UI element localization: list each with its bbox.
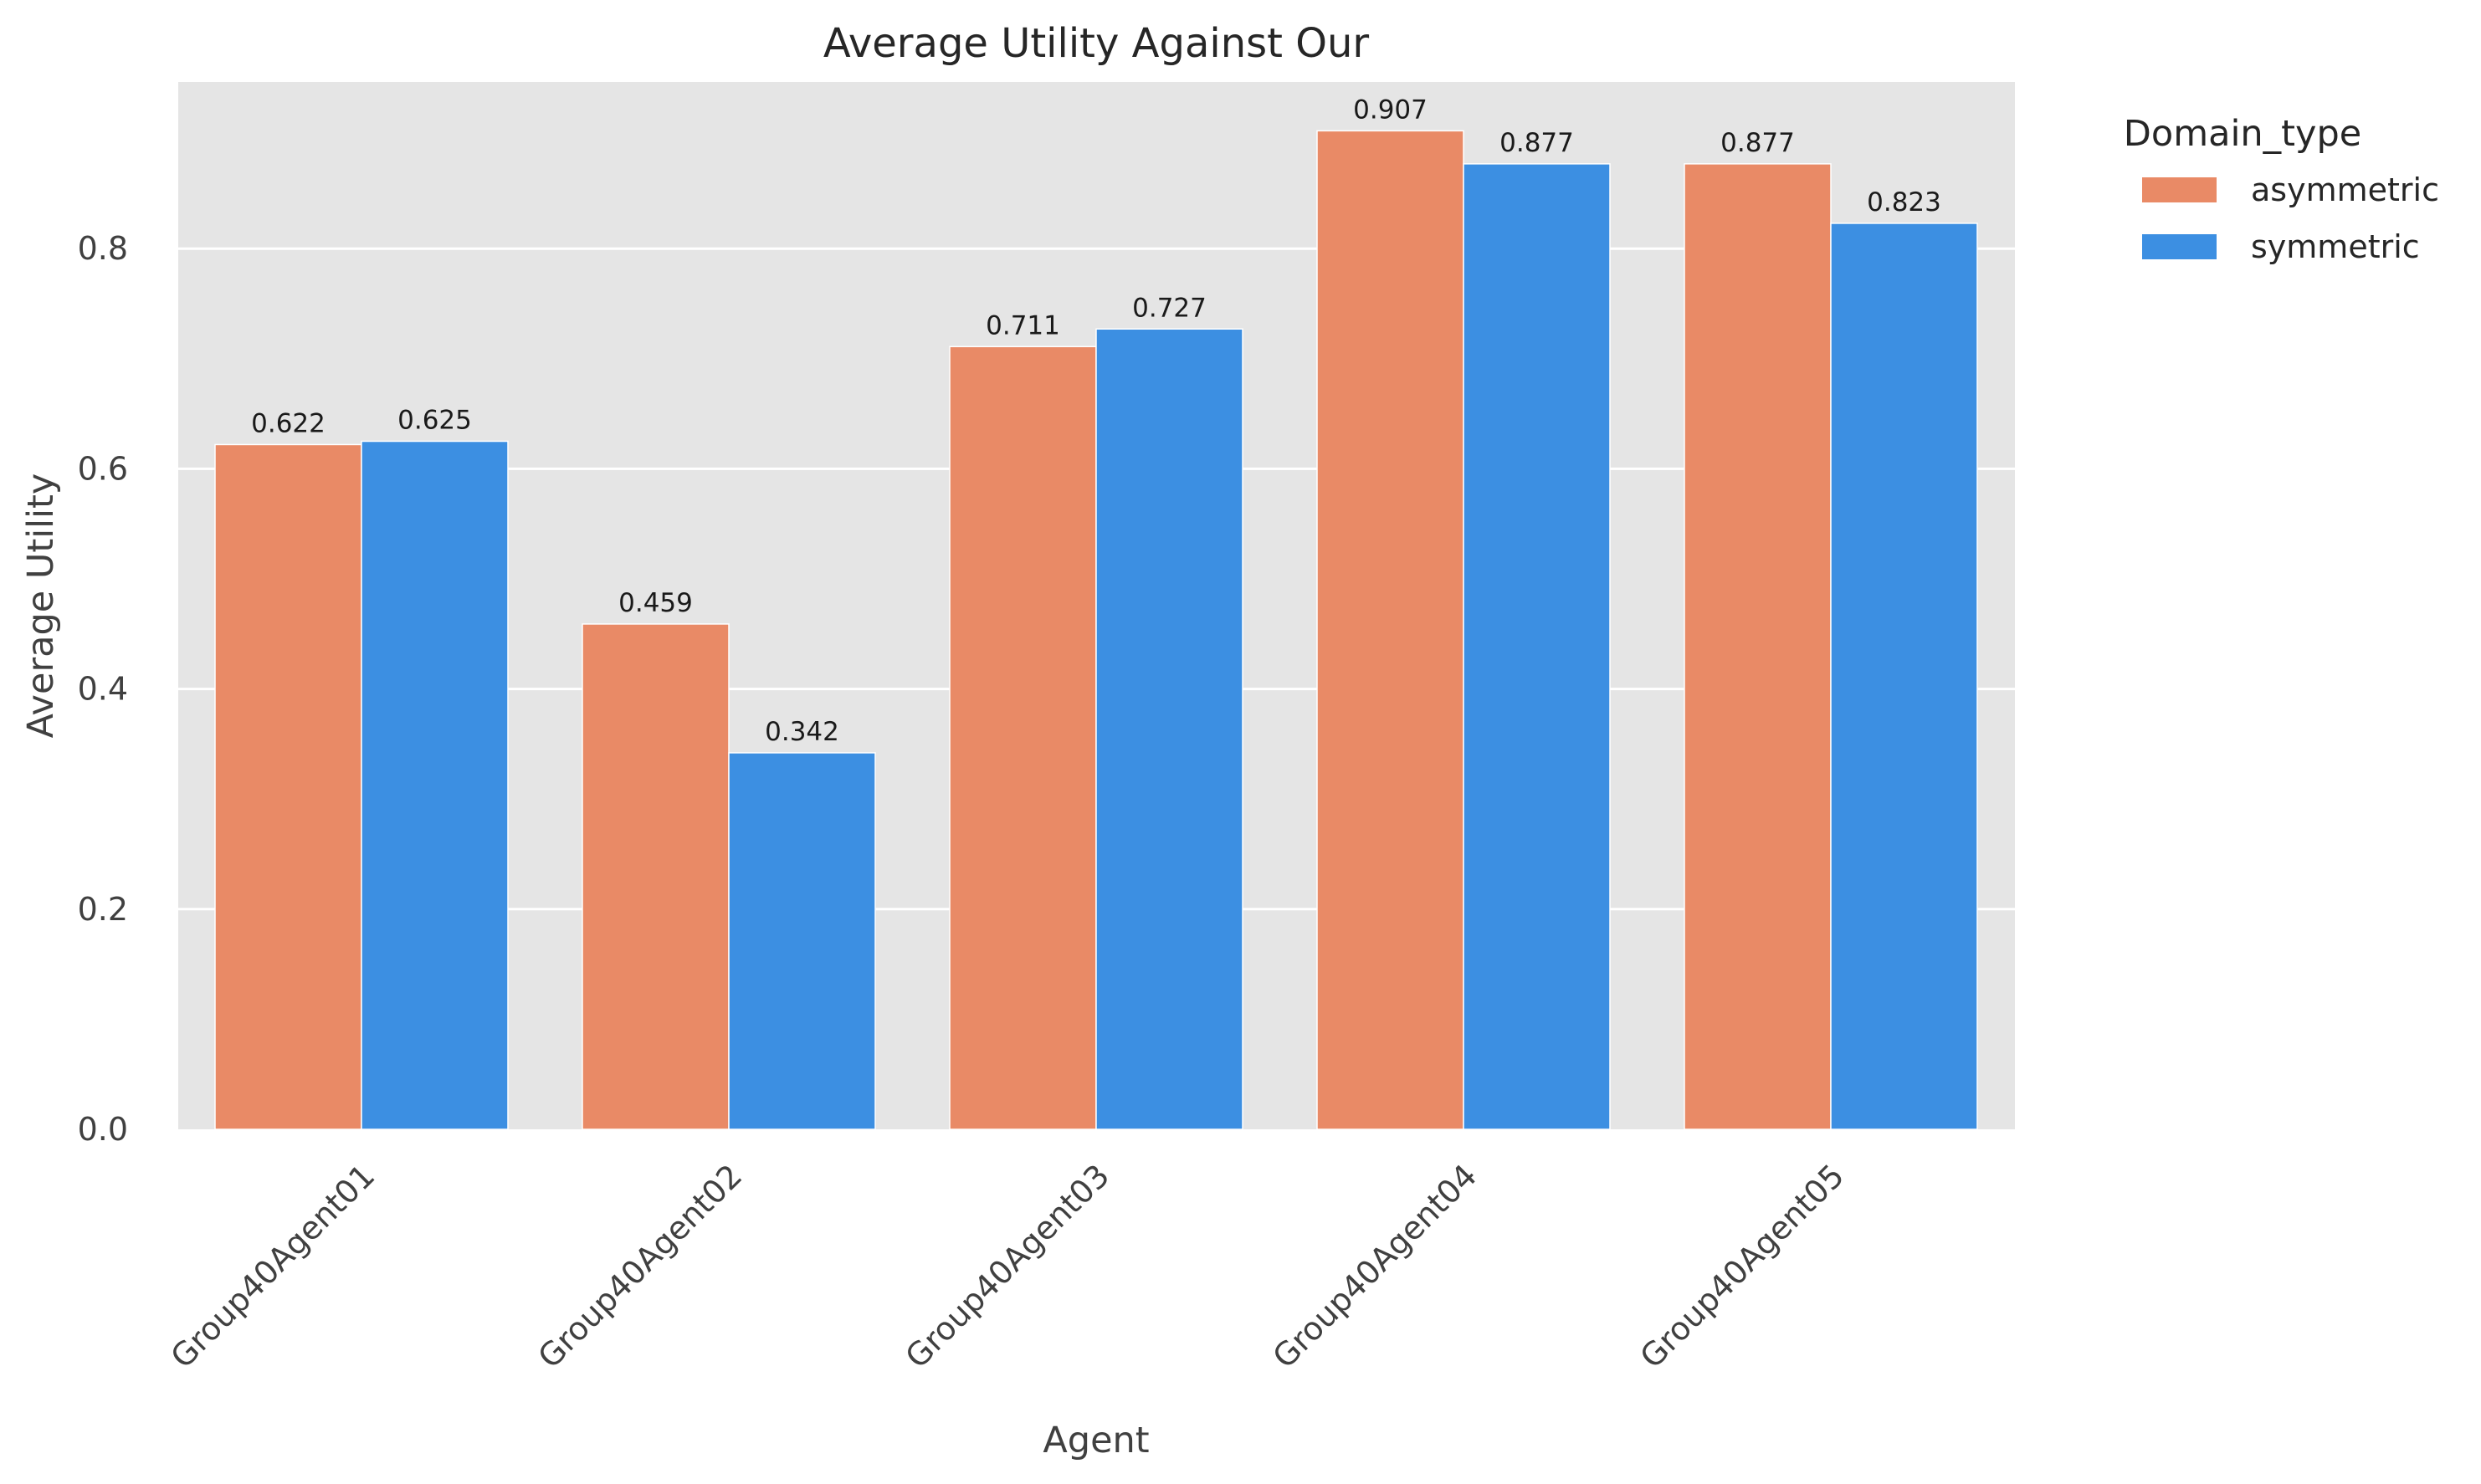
legend-swatch-asymmetric bbox=[2142, 177, 2217, 202]
y-axis-label: Average Utility bbox=[20, 473, 62, 739]
legend-title: Domain_type bbox=[2124, 113, 2361, 155]
bar-symmetric-4 bbox=[1463, 163, 1611, 1130]
bar-asymmetric-1 bbox=[214, 443, 362, 1130]
bar-asymmetric-4 bbox=[1316, 130, 1464, 1130]
bar-labels: 0.622 0.625 0.459 0.342 0.711 0.727 0.907 0.877… bbox=[251, 95, 1941, 747]
chart-title: Average Utility Against Our bbox=[823, 20, 1370, 67]
bar-value-label: 0.877 bbox=[1720, 128, 1795, 158]
legend-swatch-symmetric bbox=[2142, 234, 2217, 259]
bar-value-label: 0.625 bbox=[397, 406, 472, 436]
bar-asymmetric-5 bbox=[1684, 163, 1832, 1130]
bar-value-label: 0.907 bbox=[1353, 95, 1428, 125]
bar-symmetric-5 bbox=[1830, 223, 1978, 1130]
bar-symmetric-2 bbox=[728, 752, 876, 1130]
bar-asymmetric-3 bbox=[949, 345, 1097, 1130]
legend-label-asymmetric: asymmetric bbox=[2251, 171, 2439, 208]
x-tick-label: Group40Agent04 bbox=[1266, 1157, 1484, 1375]
bar-value-label: 0.711 bbox=[986, 310, 1060, 340]
y-tick-label: 0.2 bbox=[78, 891, 128, 928]
bar-symmetric-3 bbox=[1095, 328, 1243, 1130]
bar-value-label: 0.342 bbox=[765, 717, 839, 747]
bar-symmetric-1 bbox=[361, 440, 509, 1130]
bar-value-label: 0.877 bbox=[1499, 128, 1574, 158]
x-axis-ticks: Group40Agent01 Group40Agent02 Group40Agent… bbox=[164, 1157, 1852, 1375]
bars bbox=[214, 130, 1978, 1130]
bar-value-label: 0.823 bbox=[1867, 187, 1941, 217]
bar-value-label: 0.459 bbox=[618, 588, 693, 618]
x-axis-label: Agent bbox=[1043, 1420, 1149, 1461]
legend-label-symmetric: symmetric bbox=[2251, 228, 2420, 265]
y-tick-label: 0.6 bbox=[78, 450, 128, 487]
x-tick-label: Group40Agent02 bbox=[531, 1157, 750, 1375]
y-tick-label: 0.0 bbox=[78, 1111, 128, 1148]
bar-value-label: 0.622 bbox=[251, 408, 326, 438]
y-tick-label: 0.8 bbox=[78, 230, 128, 267]
y-tick-label: 0.4 bbox=[78, 671, 128, 708]
x-tick-label: Group40Agent03 bbox=[899, 1157, 1117, 1375]
bar-value-label: 0.727 bbox=[1132, 293, 1207, 323]
legend: Domain_type asymmetric symmetric bbox=[2124, 113, 2439, 265]
bar-asymmetric-2 bbox=[582, 623, 730, 1130]
x-tick-label: Group40Agent01 bbox=[164, 1157, 382, 1375]
x-tick-label: Group40Agent05 bbox=[1633, 1157, 1852, 1375]
y-axis-ticks: 0.0 0.2 0.4 0.6 0.8 bbox=[78, 230, 128, 1148]
